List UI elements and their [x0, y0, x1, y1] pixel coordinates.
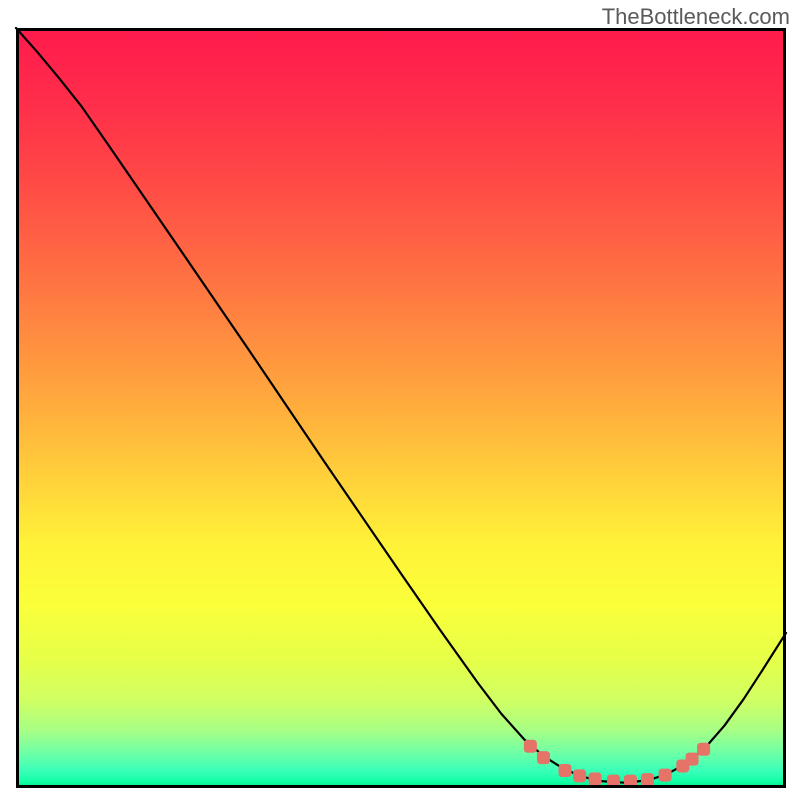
marker-point	[686, 753, 699, 766]
marker-point	[537, 751, 550, 764]
watermark-text: TheBottleneck.com	[602, 4, 790, 30]
plot-overlay-svg	[16, 28, 786, 788]
bottleneck-curve	[16, 28, 786, 783]
marker-point	[573, 769, 586, 782]
chart-container: TheBottleneck.com	[0, 0, 800, 800]
marker-point	[524, 740, 537, 753]
plot-area	[16, 28, 786, 788]
marker-point	[697, 743, 710, 756]
marker-point	[607, 775, 620, 788]
optimal-range-markers	[524, 740, 710, 788]
marker-point	[589, 772, 602, 785]
marker-point	[624, 775, 637, 788]
marker-point	[559, 764, 572, 777]
marker-point	[659, 769, 672, 782]
marker-point	[641, 773, 654, 786]
